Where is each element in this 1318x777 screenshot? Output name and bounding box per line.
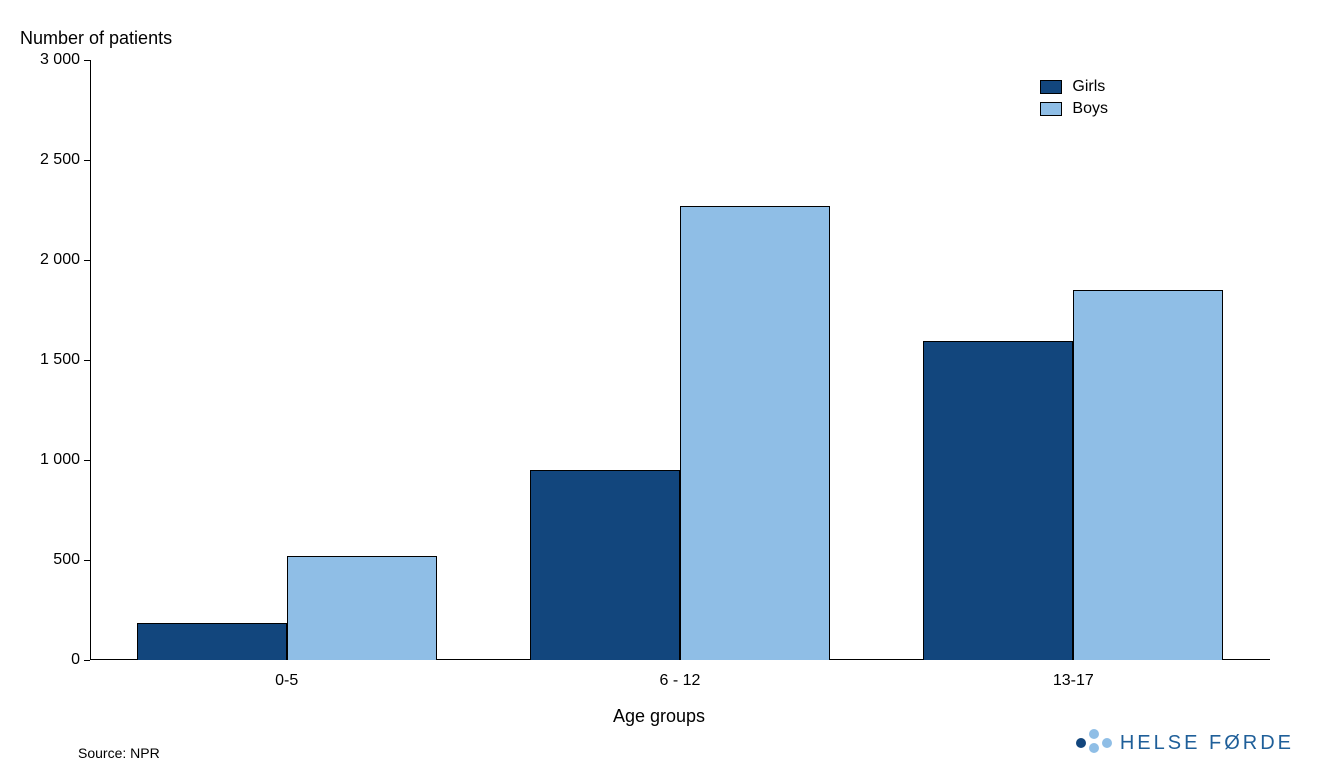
y-tick-label: 500 bbox=[53, 551, 80, 569]
y-tick-mark bbox=[84, 460, 90, 461]
y-tick-label: 2 500 bbox=[40, 151, 80, 169]
legend-swatch-boys bbox=[1040, 102, 1062, 116]
bar-girls-1 bbox=[530, 470, 680, 660]
chart-container: Number of patients 05001 0001 5002 0002 … bbox=[0, 0, 1318, 777]
logo-dot-icon bbox=[1089, 729, 1099, 739]
x-tick-label: 0-5 bbox=[275, 672, 298, 690]
y-tick-label: 3 000 bbox=[40, 51, 80, 69]
y-tick-mark bbox=[84, 60, 90, 61]
logo-dot-icon bbox=[1089, 743, 1099, 753]
y-axis-line bbox=[90, 60, 91, 660]
legend-swatch-girls bbox=[1040, 80, 1062, 94]
bar-boys-0 bbox=[287, 556, 437, 660]
plot-area: 05001 0001 5002 0002 5003 0000-56 - 1213… bbox=[90, 60, 1270, 660]
y-axis-title: Number of patients bbox=[20, 28, 172, 49]
y-tick-mark bbox=[84, 160, 90, 161]
y-tick-mark bbox=[84, 360, 90, 361]
source-text: Source: NPR bbox=[78, 745, 160, 761]
y-tick-label: 2 000 bbox=[40, 251, 80, 269]
bar-boys-2 bbox=[1073, 290, 1223, 660]
logo-dots-icon bbox=[1076, 729, 1110, 757]
logo-dot-icon bbox=[1102, 738, 1112, 748]
y-tick-mark bbox=[84, 260, 90, 261]
y-tick-label: 1 500 bbox=[40, 351, 80, 369]
y-tick-mark bbox=[84, 560, 90, 561]
bar-girls-2 bbox=[923, 341, 1073, 660]
logo-text: HELSE FØRDE bbox=[1120, 732, 1294, 755]
bar-boys-1 bbox=[680, 206, 830, 660]
y-tick-label: 0 bbox=[71, 651, 80, 669]
legend-item-girls: Girls bbox=[1040, 78, 1108, 96]
brand-logo: HELSE FØRDE bbox=[1076, 729, 1294, 757]
legend-label-boys: Boys bbox=[1072, 100, 1108, 118]
legend-label-girls: Girls bbox=[1072, 78, 1105, 96]
logo-dot-icon bbox=[1076, 738, 1086, 748]
x-tick-label: 13-17 bbox=[1053, 672, 1094, 690]
y-tick-label: 1 000 bbox=[40, 451, 80, 469]
legend: Girls Boys bbox=[1040, 78, 1108, 122]
legend-item-boys: Boys bbox=[1040, 100, 1108, 118]
bar-girls-0 bbox=[137, 623, 287, 660]
x-tick-label: 6 - 12 bbox=[660, 672, 701, 690]
y-tick-mark bbox=[84, 660, 90, 661]
x-axis-title: Age groups bbox=[613, 706, 705, 727]
